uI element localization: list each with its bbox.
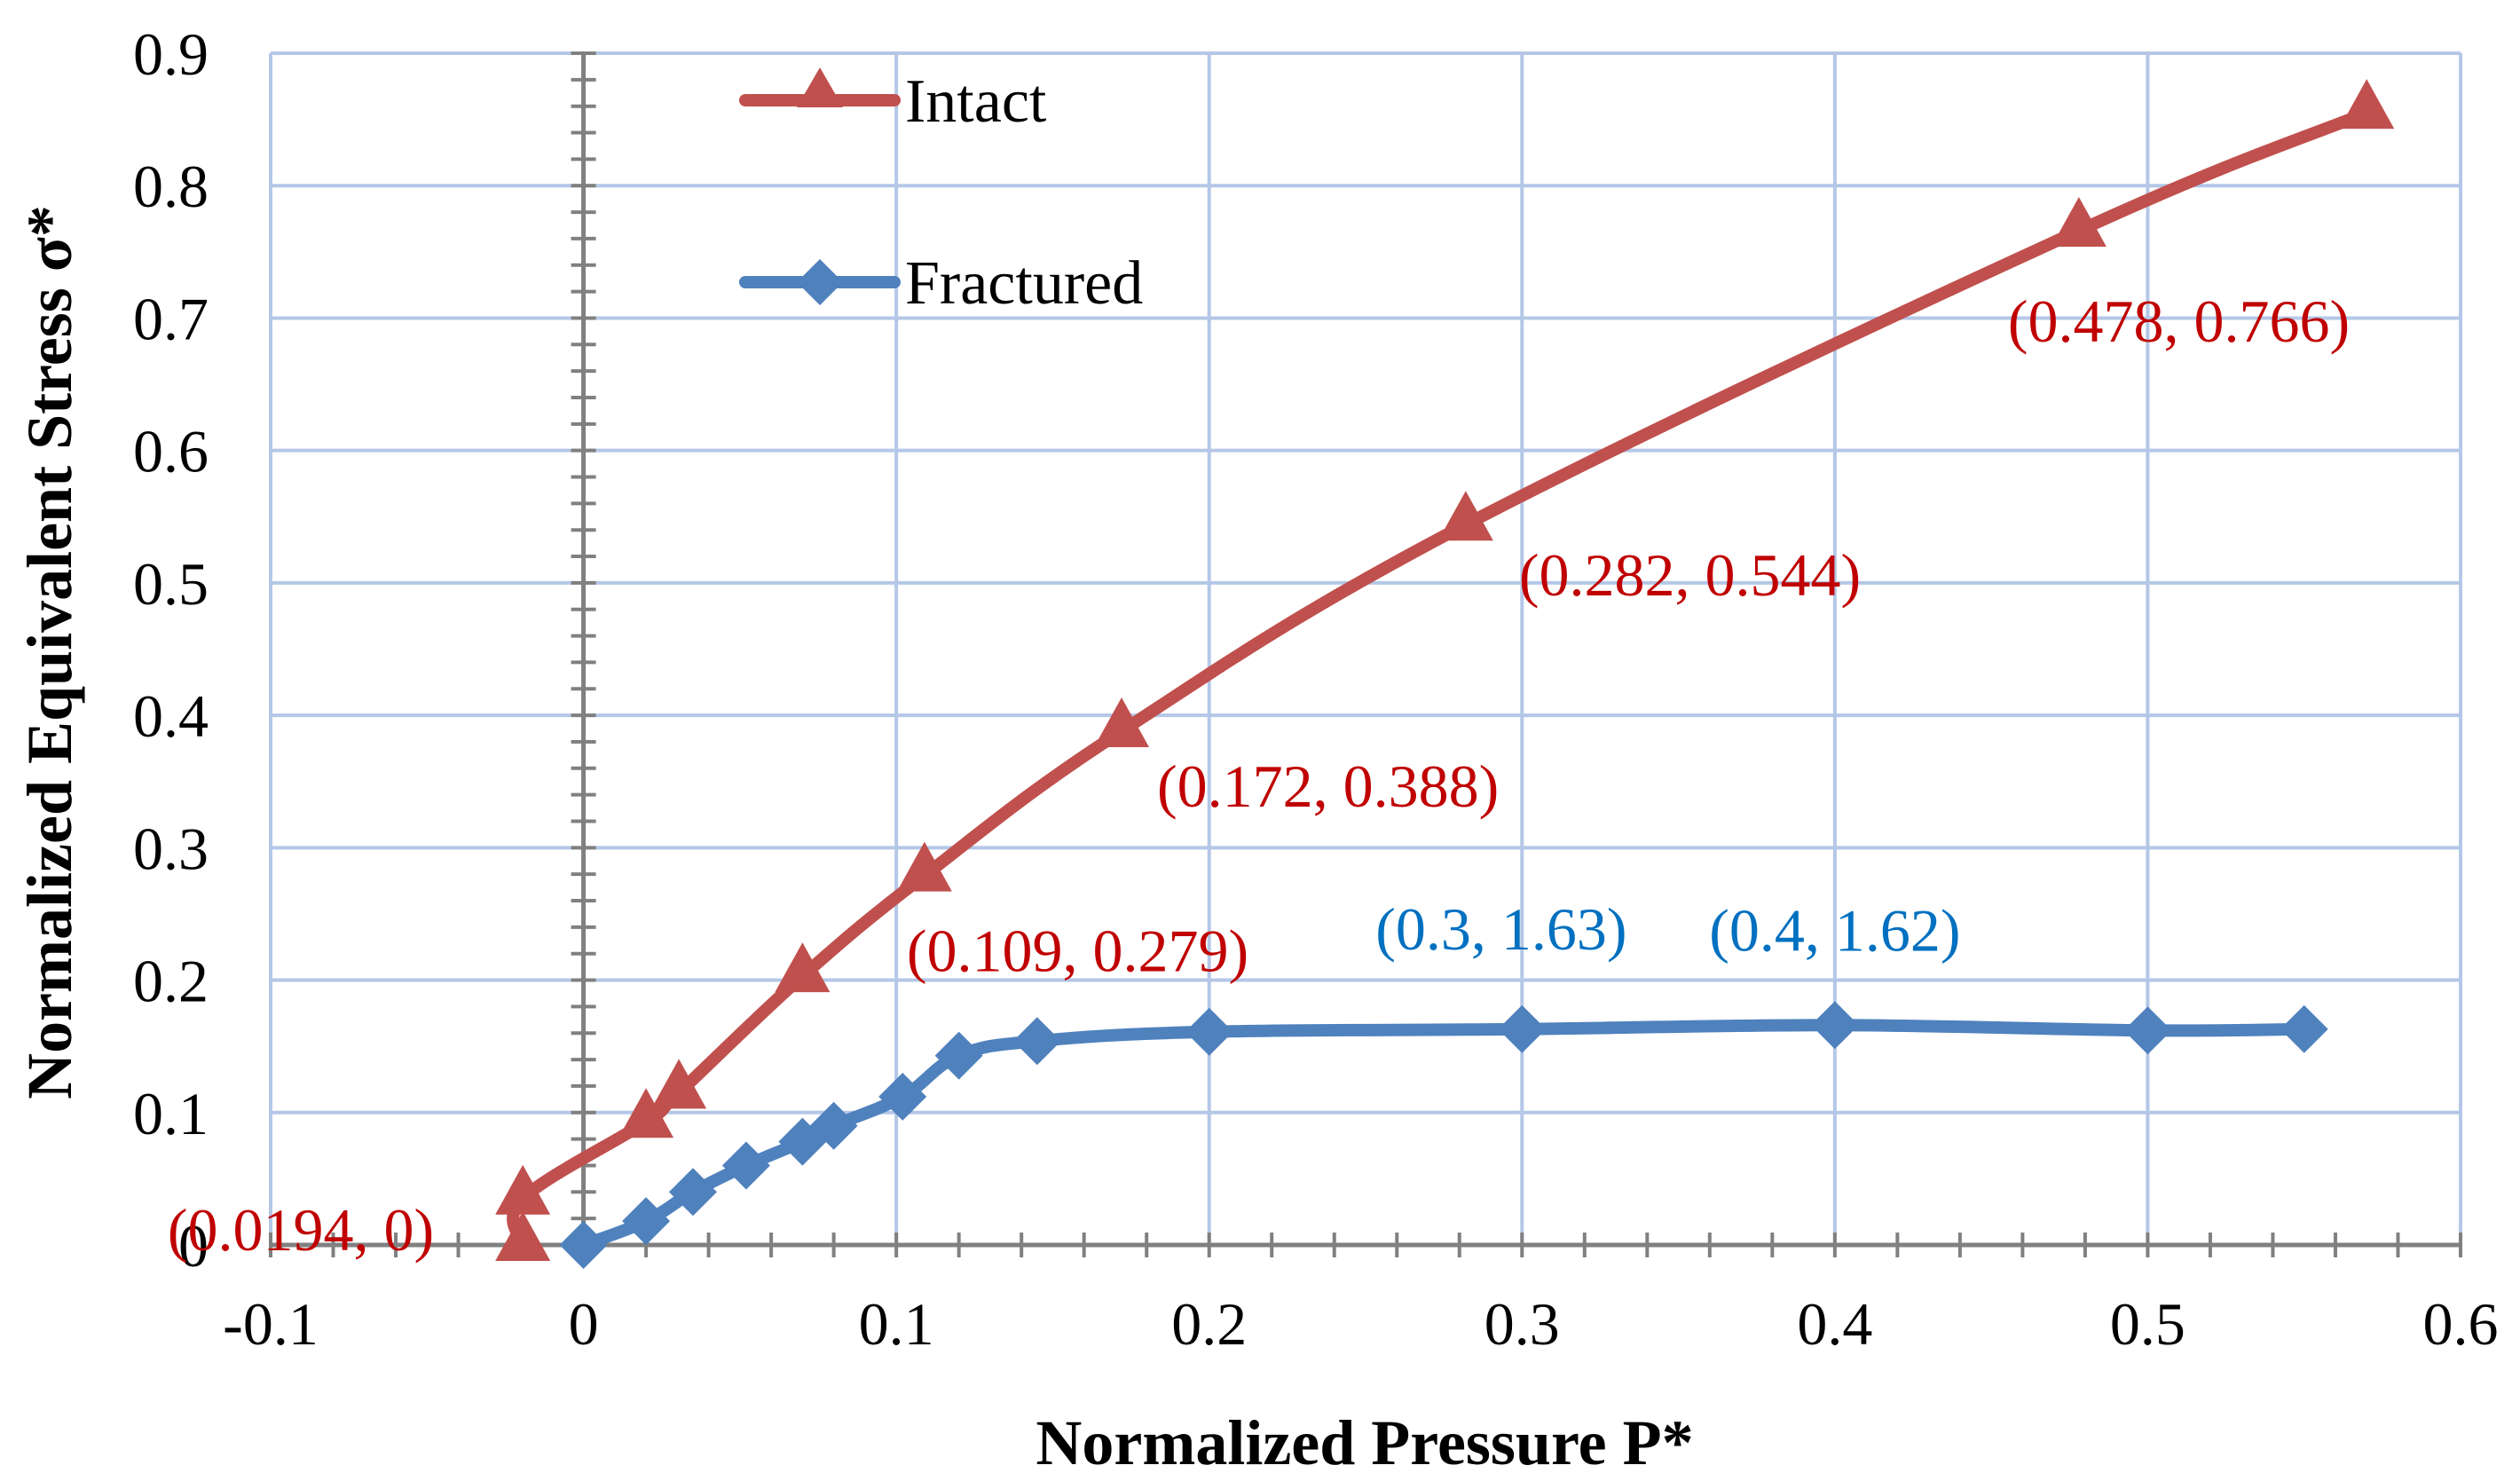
axes	[269, 51, 2462, 1257]
legend: Intact Fractured	[739, 67, 1143, 318]
data-label-5: (0.3, 1.63)	[1375, 895, 1626, 963]
y-tick-label-3: 0.3	[133, 815, 209, 882]
data-point-fractured-12	[2123, 1006, 2172, 1055]
legend-marker-intact	[797, 67, 843, 107]
x-axis-title: Normalized Pressure P*	[1036, 1407, 1693, 1478]
data-point-fractured-13	[2280, 1004, 2328, 1053]
data-point-fractured-7	[934, 1031, 983, 1080]
x-tick-label-3: 0.2	[1171, 1290, 1247, 1358]
y-tick-label-6: 0.6	[133, 418, 209, 485]
data-point-fractured-5	[809, 1101, 858, 1150]
data-point-intact-9	[2339, 79, 2395, 130]
x-tick-label-4: 0.3	[1484, 1290, 1560, 1358]
legend-label-fractured: Fractured	[905, 249, 1143, 318]
data-label-4: (0.478, 0.766)	[2008, 288, 2350, 355]
grid	[269, 51, 2462, 1245]
x-tick-label-6: 0.5	[2110, 1290, 2185, 1358]
y-tick-label-9: 0.9	[133, 20, 209, 88]
y-tick-label-0: 0	[178, 1212, 209, 1280]
y-axis-title: Normalized Equivalent Stress σ*	[14, 205, 85, 1099]
data-label-0: (0.0194, 0)	[168, 1196, 434, 1264]
data-point-intact-5	[896, 841, 952, 892]
x-tick-label-0: -0.1	[223, 1290, 319, 1358]
tick-labels: -0.1 0 0.1 0.2 0.3 0.4 0.5 0.600.10.20.30.40.50…	[133, 20, 2499, 1358]
data-point-intact-8	[2051, 196, 2107, 247]
legend-marker-fractured	[797, 259, 843, 305]
data-point-fractured-8	[1012, 1017, 1061, 1066]
data-point-intact-4	[775, 942, 831, 993]
legend-label-intact: Intact	[905, 67, 1047, 136]
y-tick-label-2: 0.2	[133, 948, 209, 1015]
data-point-fractured-1	[622, 1197, 671, 1246]
data-point-fractured-0	[559, 1221, 608, 1269]
data-label-6: (0.4, 1.62)	[1709, 896, 1960, 964]
data-point-fractured-6	[878, 1072, 927, 1121]
y-tick-label-8: 0.8	[133, 153, 209, 220]
x-tick-label-1: 0	[569, 1290, 599, 1358]
annotations: (0.0194, 0) (0.109, 0.279) (0.172, 0.388) (…	[168, 288, 2350, 1264]
data-point-intact-2	[618, 1088, 674, 1138]
data-point-fractured-9	[1185, 1007, 1233, 1056]
y-tick-label-5: 0.5	[133, 550, 209, 618]
y-tick-label-4: 0.4	[133, 682, 209, 750]
data-point-fractured-3	[721, 1141, 770, 1190]
data-label-1: (0.109, 0.279)	[907, 918, 1248, 985]
data-point-intact-1	[495, 1164, 551, 1215]
data-point-fractured-2	[668, 1168, 717, 1217]
data-point-fractured-10	[1498, 1004, 1547, 1053]
y-tick-label-1: 0.1	[133, 1080, 209, 1147]
data-point-intact-0	[495, 1211, 551, 1261]
y-tick-label-7: 0.7	[133, 285, 209, 352]
data-point-fractured-11	[1810, 1001, 1859, 1050]
data-point-intact-7	[1437, 491, 1493, 541]
data-label-3: (0.282, 0.544)	[1519, 541, 1861, 609]
data-point-intact-6	[1093, 697, 1149, 748]
x-tick-label-2: 0.1	[859, 1290, 934, 1358]
series	[495, 79, 2395, 1269]
data-point-intact-3	[651, 1059, 707, 1109]
data-label-2: (0.172, 0.388)	[1157, 752, 1499, 820]
x-tick-label-7: 0.6	[2423, 1290, 2499, 1358]
x-tick-label-5: 0.4	[1797, 1290, 1872, 1358]
